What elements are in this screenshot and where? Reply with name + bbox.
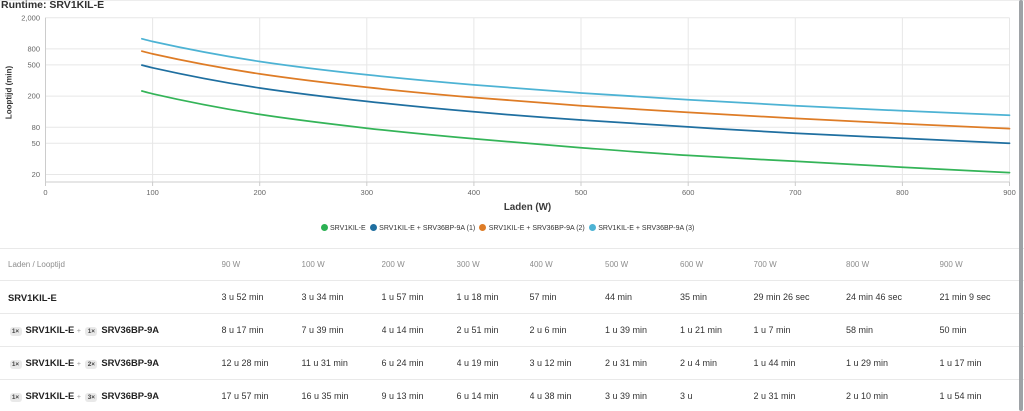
svg-text:100: 100 bbox=[146, 188, 159, 197]
svg-text:400: 400 bbox=[468, 188, 481, 197]
svg-text:700: 700 bbox=[789, 188, 802, 197]
svg-text:50: 50 bbox=[32, 139, 40, 148]
svg-text:800: 800 bbox=[896, 188, 909, 197]
svg-text:80: 80 bbox=[32, 123, 40, 132]
svg-text:800: 800 bbox=[27, 45, 40, 54]
svg-text:200: 200 bbox=[27, 92, 40, 101]
svg-text:300: 300 bbox=[361, 188, 374, 197]
svg-text:500: 500 bbox=[27, 61, 40, 70]
svg-text:200: 200 bbox=[253, 188, 266, 197]
svg-text:20: 20 bbox=[32, 170, 40, 179]
svg-text:600: 600 bbox=[682, 188, 695, 197]
svg-text:0: 0 bbox=[43, 188, 47, 197]
svg-text:2,000: 2,000 bbox=[21, 13, 40, 22]
svg-text:500: 500 bbox=[575, 188, 588, 197]
svg-text:900: 900 bbox=[1003, 188, 1016, 197]
